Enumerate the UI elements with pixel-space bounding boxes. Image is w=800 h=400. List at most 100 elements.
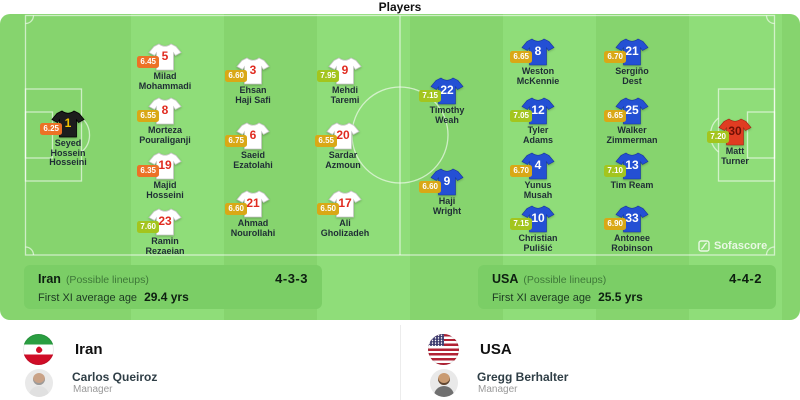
player-rating-badge: 6.60 [225, 203, 247, 215]
player-rating-badge: 7.95 [317, 70, 339, 82]
header-band: Players [0, 0, 800, 14]
page-title: Players [378, 0, 422, 14]
jersey-number: 9 [443, 174, 451, 188]
player[interactable]: 6 6.75 Saeid Ezatolahi [205, 122, 301, 170]
player-rating-badge: 6.70 [604, 51, 626, 63]
player-rating-badge: 6.60 [419, 181, 441, 193]
player[interactable]: 1 6.25 Seyed Hossein Hosseini [20, 110, 116, 168]
jersey-number: 23 [158, 214, 172, 228]
player-rating-badge: 7.15 [419, 90, 441, 102]
jersey-number: 12 [531, 103, 545, 117]
usa-manager-name: Gregg Berhalter [477, 369, 569, 384]
player-rating-badge: 6.60 [225, 70, 247, 82]
player[interactable]: 25 6.65 Walker Zimmerman [584, 97, 680, 145]
player[interactable]: 12 7.05 Tyler Adams [490, 97, 586, 145]
usa-manager-role: Manager [478, 383, 518, 395]
usa-lineup-bar: USA (Possible lineups) 4-4-2 First XI av… [478, 265, 776, 309]
player[interactable]: 21 6.70 Sergiño Dest [584, 38, 680, 86]
jersey-number: 6 [249, 128, 257, 142]
player-name: Christian Pulišić [518, 233, 558, 253]
iran-average-age-value: 29.4 yrs [144, 290, 189, 304]
player-name: Ahmad Nourollahi [230, 218, 276, 238]
player[interactable]: 4 6.70 Yunus Musah [490, 152, 586, 200]
player[interactable]: 10 7.15 Christian Pulišić [490, 205, 586, 253]
player-name: Tim Ream [610, 180, 654, 190]
player[interactable]: 8 6.65 Weston McKennie [490, 38, 586, 86]
player-name: Haji Wright [432, 196, 462, 216]
iran-possible-lineups-note: (Possible lineups) [65, 274, 149, 286]
player-name: Mehdi Taremi [330, 85, 360, 105]
watermark-text: Sofascore [714, 240, 768, 252]
iran-manager-role: Manager [73, 383, 113, 395]
player-name: Ehsan Haji Safi [235, 85, 271, 105]
player-rating-badge: 6.70 [510, 165, 532, 177]
player-name: Tyler Adams [522, 125, 553, 145]
jersey-number: 4 [534, 158, 542, 172]
football-pitch: 1 6.25 Seyed Hossein Hosseini 5 6.45 Mil… [0, 14, 800, 320]
iran-lineup-bar: Iran (Possible lineups) 4-3-3 First XI a… [24, 265, 322, 309]
player[interactable]: 30 7.20 Matt Turner [687, 118, 783, 166]
player[interactable]: 19 6.35 Majid Hosseini [117, 152, 213, 200]
player-rating-badge: 7.10 [604, 165, 626, 177]
jersey-number: 9 [341, 63, 349, 77]
player-name: Sardar Azmoun [325, 150, 361, 170]
iran-bar-team-label: Iran [38, 272, 61, 286]
player-rating-badge: 7.60 [137, 221, 159, 233]
player-rating-badge: 6.50 [317, 203, 339, 215]
usa-team-name: USA [480, 341, 512, 358]
players-layer: 1 6.25 Seyed Hossein Hosseini 5 6.45 Mil… [0, 14, 800, 320]
iran-manager-row[interactable]: Carlos Queiroz Manager [25, 369, 157, 397]
iran-team-name: Iran [75, 341, 103, 358]
jersey-number: 21 [625, 44, 639, 58]
player[interactable]: 9 6.60 Haji Wright [399, 168, 495, 216]
iran-average-age-label: First XI average age [38, 292, 138, 304]
iran-flag-icon [23, 334, 54, 365]
player-name: Matt Turner [721, 146, 749, 166]
player-name: Morteza Pouraliganji [139, 125, 191, 145]
player[interactable]: 5 6.45 Milad Mohammadi [117, 43, 213, 91]
player-name: Weston McKennie [516, 66, 560, 86]
iran-formation-label: 4-3-3 [275, 271, 308, 286]
jersey-number: 33 [625, 211, 639, 225]
player[interactable]: 33 6.90 Antonee Robinson [584, 205, 680, 253]
player[interactable]: 21 6.60 Ahmad Nourollahi [205, 190, 301, 238]
player[interactable]: 13 7.10 Tim Ream [584, 152, 680, 191]
iran-team-row[interactable]: Iran [23, 334, 103, 365]
player-name: Walker Zimmerman [606, 125, 658, 145]
player-name: Majid Hosseini [146, 180, 184, 200]
teams-footer: Iran Carlos Queiroz Manager USA Gregg Be… [0, 320, 800, 400]
jersey-number: 10 [531, 211, 545, 225]
player[interactable]: 23 7.60 Ramin Rezaeian [117, 208, 213, 256]
player-rating-badge: 6.55 [315, 135, 337, 147]
player-name: Ramin Rezaeian [145, 236, 185, 256]
footer-divider [400, 325, 401, 400]
player[interactable]: 22 7.15 Timothy Weah [399, 77, 495, 125]
player[interactable]: 8 6.55 Morteza Pouraliganji [117, 97, 213, 145]
jersey-number: 19 [158, 158, 172, 172]
jersey-number: 13 [625, 158, 639, 172]
usa-flag-icon [428, 334, 459, 365]
usa-manager-photo [430, 369, 458, 397]
jersey-number: 8 [534, 44, 542, 58]
usa-team-row[interactable]: USA [428, 334, 512, 365]
jersey-number: 17 [338, 196, 352, 210]
jersey-number: 30 [728, 124, 742, 138]
usa-manager-row[interactable]: Gregg Berhalter Manager [430, 369, 568, 397]
player-name: Antonee Robinson [611, 233, 653, 253]
jersey-number: 8 [161, 103, 169, 117]
iran-manager-name: Carlos Queiroz [72, 369, 158, 384]
player-rating-badge: 6.35 [137, 165, 159, 177]
player-rating-badge: 6.65 [510, 51, 532, 63]
jersey-number: 1 [64, 116, 72, 130]
player[interactable]: 17 6.50 Ali Gholizadeh [297, 190, 393, 238]
player-rating-badge: 7.20 [707, 131, 729, 143]
player-rating-badge: 7.15 [510, 218, 532, 230]
usa-average-age-value: 25.5 yrs [598, 290, 643, 304]
usa-formation-label: 4-4-2 [729, 271, 762, 286]
player[interactable]: 9 7.95 Mehdi Taremi [297, 57, 393, 105]
player-rating-badge: 6.25 [40, 123, 62, 135]
player[interactable]: 20 6.55 Sardar Azmoun [295, 122, 391, 170]
player[interactable]: 3 6.60 Ehsan Haji Safi [205, 57, 301, 105]
jersey-number: 22 [440, 83, 454, 97]
